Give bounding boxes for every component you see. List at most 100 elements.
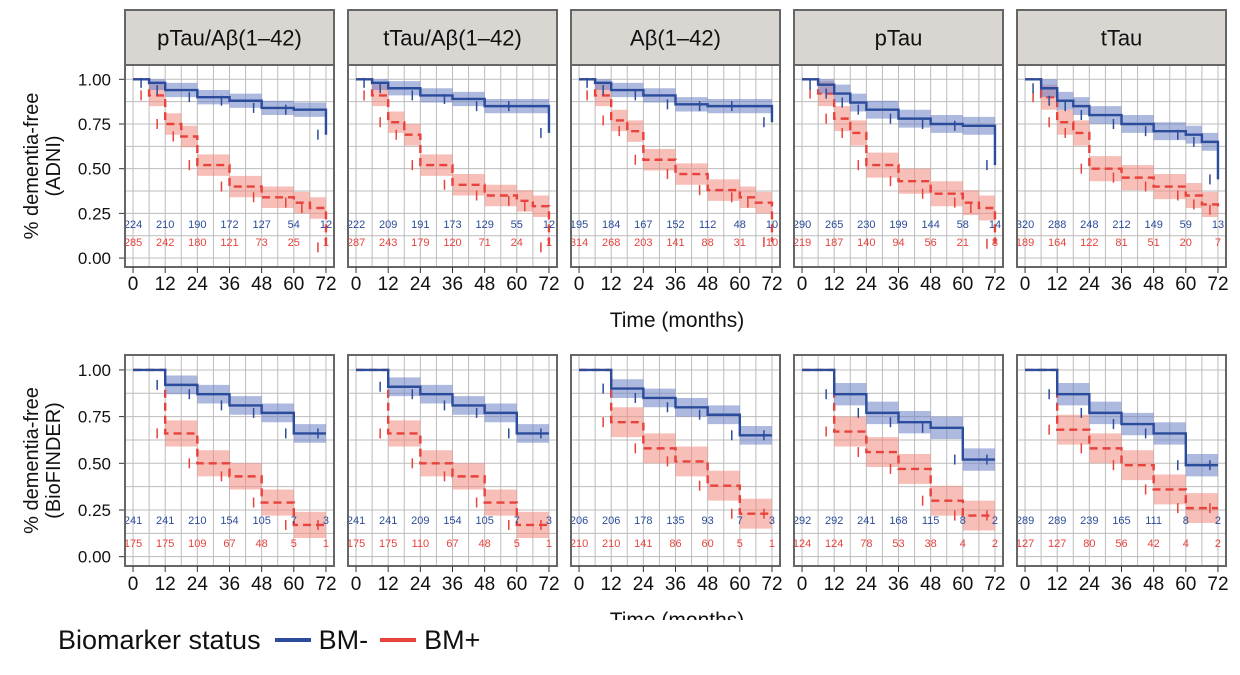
x-tick-label-row-1-col-2-2: 24 [633,574,655,595]
at-risk-count-minus-row-1-col-3-5: 8 [960,515,966,527]
x-tick-label-row-0-col-1-0: 0 [351,274,362,295]
at-risk-count-plus-row-1-col-1-2: 110 [412,538,430,550]
km-line-minus-row-1-col-4 [1025,368,1218,467]
ylabel-line2-row-1: (BioFINDER) [43,402,65,519]
km-line-plus-row-1-col-0 [133,368,326,527]
at-risk-count-minus-row-1-col-2-4: 93 [702,515,714,527]
x-tick-label-row-1-col-1-2: 24 [410,574,432,595]
x-tick-label-row-1-col-3-2: 24 [856,574,878,595]
x-tick-label-row-0-col-2-3: 36 [665,274,686,295]
ylabel-line1-row-1: % dementia-free [21,387,43,534]
at-risk-count-plus-row-1-col-2-6: 1 [769,538,775,550]
x-tick-label-row-0-col-4-2: 24 [1079,274,1101,295]
at-risk-count-minus-row-1-col-2-5: 7 [737,515,743,527]
at-risk-count-minus-row-1-col-2-0: 206 [570,515,588,527]
x-tick-label-row-0-col-4-6: 72 [1207,274,1228,295]
y-tick-label-row-1-0: 0.00 [78,548,111,567]
x-tick-label-row-1-col-3-6: 72 [984,574,1005,595]
x-tick-label-row-0-col-3-6: 72 [984,274,1005,295]
x-tick-label-row-1-col-3-3: 36 [888,574,909,595]
x-tick-label-row-1-col-2-1: 12 [601,574,622,595]
at-risk-count-plus-row-0-col-3-5: 21 [957,237,969,249]
at-risk-count-plus-row-1-col-4-1: 127 [1048,538,1066,550]
facet-label-0: pTau/Aβ(1–42) [157,26,302,51]
x-tick-label-row-0-col-0-4: 48 [251,274,272,295]
at-risk-count-minus-row-0-col-3-3: 199 [889,219,907,231]
at-risk-count-plus-row-0-col-3-4: 56 [925,237,937,249]
at-risk-count-plus-row-1-col-0-3: 67 [223,538,235,550]
x-tick-label-row-1-col-3-4: 48 [920,574,941,595]
facet-label-2: Aβ(1–42) [630,26,721,51]
at-risk-count-plus-row-0-col-0-4: 73 [256,237,268,249]
legend-swatch-bm-plus [380,638,417,642]
at-risk-count-minus-row-0-col-4-6: 13 [1212,219,1224,231]
at-risk-count-plus-row-0-col-2-3: 141 [666,237,684,249]
at-risk-count-plus-row-1-col-2-4: 60 [702,538,714,550]
km-line-minus-row-0-col-4 [1025,78,1220,180]
x-tick-label-row-0-col-1-4: 48 [474,274,495,295]
at-risk-count-minus-row-0-col-2-1: 184 [602,219,620,231]
x-tick-label-row-1-col-1-1: 12 [378,574,399,595]
x-tick-label-row-1-col-1-4: 48 [474,574,495,595]
x-tick-label-row-1-col-0-6: 72 [315,574,336,595]
at-risk-count-plus-row-1-col-3-4: 38 [925,538,937,550]
legend-label-bm-minus: BM- [318,624,369,655]
km-line-plus-row-0-col-1 [356,78,551,248]
at-risk-count-minus-row-1-col-4-1: 289 [1048,515,1066,527]
km-line-minus-row-1-col-2 [579,368,772,437]
at-risk-count-minus-row-1-col-0-0: 241 [124,515,142,527]
at-risk-count-minus-row-0-col-2-2: 167 [634,219,652,231]
x-tick-label-row-0-col-1-1: 12 [378,274,399,295]
at-risk-count-minus-row-0-col-3-1: 265 [825,219,843,231]
at-risk-count-minus-row-1-col-2-2: 178 [634,515,652,527]
at-risk-count-plus-row-0-col-4-1: 164 [1048,237,1066,249]
at-risk-count-plus-row-0-col-0-6: 1 [323,237,329,249]
ci-band-minus-row-0-col-0 [133,79,326,142]
at-risk-count-minus-row-0-col-3-6: 14 [989,219,1001,231]
x-tick-label-row-1-col-1-5: 60 [506,574,527,595]
x-tick-label-row-0-col-3-1: 12 [824,274,845,295]
at-risk-count-minus-row-0-col-4-1: 288 [1048,219,1066,231]
x-tick-label-row-0-col-3-2: 24 [856,274,878,295]
at-risk-count-plus-row-0-col-2-5: 31 [734,237,746,249]
at-risk-count-plus-row-0-col-2-1: 268 [602,237,620,249]
x-tick-label-row-1-col-4-6: 72 [1207,574,1228,595]
y-tick-label-row-1-1: 0.25 [78,501,111,520]
at-risk-count-plus-row-1-col-1-3: 67 [446,538,458,550]
at-risk-count-plus-row-0-col-4-0: 189 [1016,237,1034,249]
at-risk-count-plus-row-0-col-0-3: 121 [220,237,238,249]
at-risk-count-plus-row-1-col-3-0: 124 [793,538,811,550]
x-tick-label-row-0-col-0-0: 0 [128,274,139,295]
at-risk-count-plus-row-1-col-2-2: 141 [634,538,652,550]
ylabel-line2-row-0: (ADNI) [43,135,65,196]
at-risk-count-plus-row-1-col-0-1: 175 [156,538,174,550]
at-risk-count-minus-row-0-col-0-5: 54 [288,219,300,231]
at-risk-count-minus-row-0-col-3-5: 58 [957,219,969,231]
y-tick-label-row-1-4: 1.00 [78,361,111,380]
x-tick-label-row-0-col-0-3: 36 [219,274,240,295]
xlabel-row-0: Time (months) [610,309,745,332]
x-tick-label-row-0-col-3-3: 36 [888,274,909,295]
x-tick-label-row-0-col-0-5: 60 [283,274,304,295]
x-tick-label-row-0-col-4-5: 60 [1175,274,1196,295]
x-tick-label-row-1-col-3-5: 60 [952,574,973,595]
at-risk-count-minus-row-1-col-3-2: 241 [857,515,875,527]
y-tick-label-row-0-4: 1.00 [78,70,111,89]
km-line-plus-row-1-col-1 [356,368,549,527]
at-risk-count-minus-row-0-col-0-0: 224 [124,219,142,231]
x-tick-label-row-0-col-2-1: 12 [601,274,622,295]
ci-band-plus-row-1-col-1 [356,369,549,538]
y-tick-label-row-0-0: 0.00 [78,249,111,268]
x-tick-label-row-0-col-4-4: 48 [1143,274,1164,295]
x-tick-label-row-1-col-2-4: 48 [697,574,718,595]
x-tick-label-row-1-col-0-2: 24 [187,574,209,595]
at-risk-count-minus-row-1-col-4-4: 111 [1145,515,1162,527]
x-tick-label-row-0-col-1-2: 24 [410,274,432,295]
x-tick-label-row-1-col-4-5: 60 [1175,574,1196,595]
at-risk-count-minus-row-1-col-3-1: 292 [825,515,843,527]
at-risk-count-minus-row-1-col-3-6: 2 [992,515,998,527]
